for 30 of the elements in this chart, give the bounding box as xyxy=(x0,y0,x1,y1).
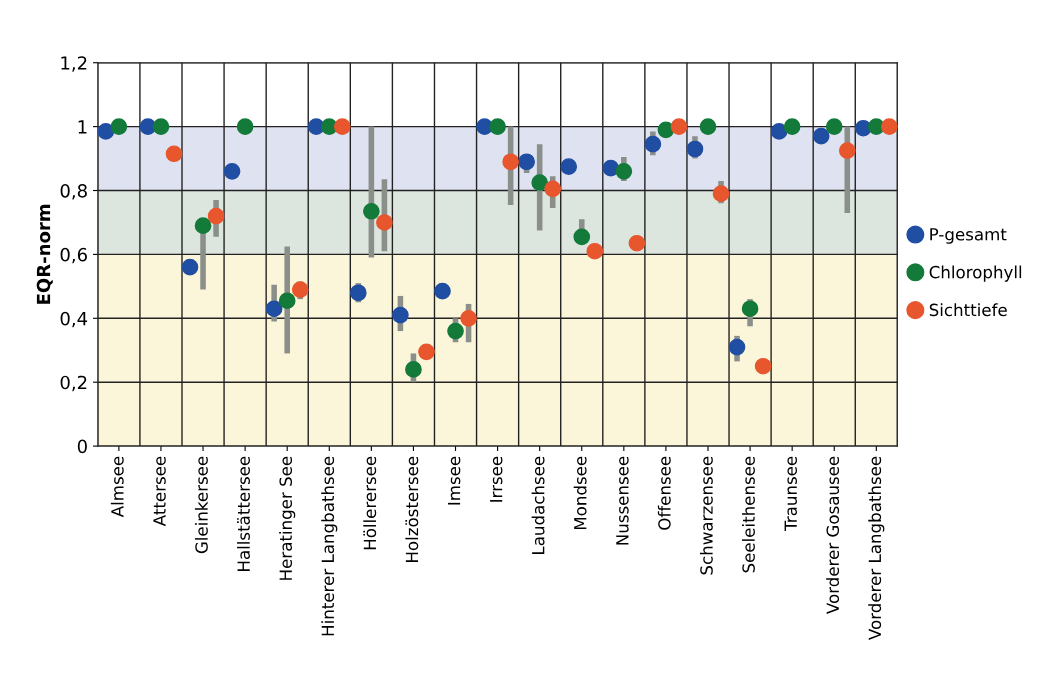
legend-label: Sichttiefe xyxy=(929,303,1007,317)
x-tick-label: Hallstättersee xyxy=(237,456,250,571)
y-tick-label: 0,8 xyxy=(60,183,87,200)
y-tick-label: 0,2 xyxy=(60,375,87,392)
y-tick-label: 0,6 xyxy=(60,247,87,264)
y-axis-title: EQR-norm xyxy=(36,204,53,304)
x-tick-label: Schwarzensee xyxy=(699,456,713,575)
y-tick-label: 0 xyxy=(77,439,87,454)
x-tick-label: Vorderer Langbathsee xyxy=(868,456,885,640)
x-tick-label: Höllerersee xyxy=(363,456,377,550)
legend-label: P-gesamt xyxy=(930,228,1007,244)
x-tick-label: Seeleithensee xyxy=(742,456,755,573)
y-tick-label: 0,4 xyxy=(60,311,88,328)
x-tick-label: Offensee xyxy=(657,456,671,530)
x-tick-label: Mondsee xyxy=(573,456,587,530)
y-tick-label: 1 xyxy=(78,120,87,134)
y-tick-label: 1,2 xyxy=(61,56,87,72)
x-tick-label: Attersee xyxy=(153,456,166,527)
x-tick-label: Holzöstersee xyxy=(405,456,419,562)
x-tick-label: Nussensee xyxy=(616,456,629,545)
legend-label: Chlorophyll xyxy=(929,265,1022,282)
x-tick-label: Hinterer Langbathsee xyxy=(321,456,338,636)
x-tick-label: Laudachsee xyxy=(531,456,545,554)
x-tick-label: Heratinger See xyxy=(279,456,296,580)
x-tick-label: Imsee xyxy=(447,456,461,505)
x-tick-label: Gleinkersee xyxy=(194,456,208,554)
x-tick-label: Vorderer Gosausee xyxy=(826,456,840,615)
x-tick-label: Almsee xyxy=(110,456,124,518)
x-tick-label: Traunsee xyxy=(784,456,797,531)
x-tick-label: Irrsee xyxy=(490,456,503,502)
